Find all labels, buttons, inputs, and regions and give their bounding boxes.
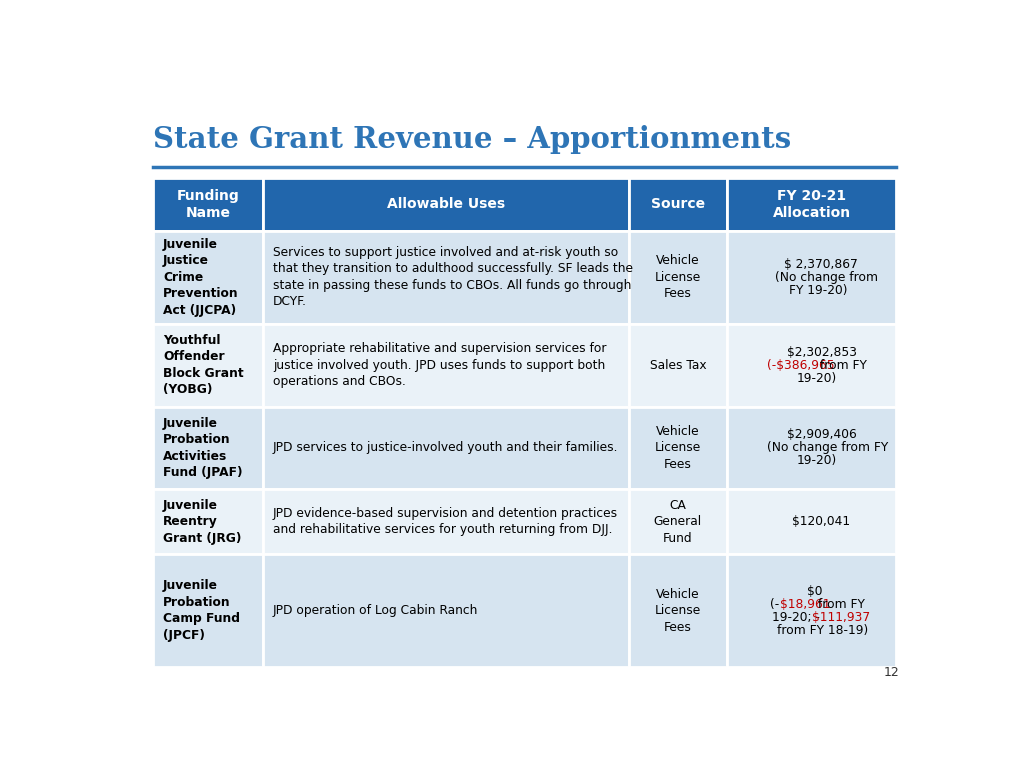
Bar <box>727 489 896 554</box>
Bar <box>629 489 727 554</box>
Bar <box>263 554 629 667</box>
Bar <box>154 554 263 667</box>
Text: from FY: from FY <box>816 359 867 372</box>
Text: $0: $0 <box>807 584 822 598</box>
Text: 12: 12 <box>884 666 899 679</box>
Text: Juvenile
Reentry
Grant (JRG): Juvenile Reentry Grant (JRG) <box>163 498 242 545</box>
Text: Youthful
Offender
Block Grant
(YOBG): Youthful Offender Block Grant (YOBG) <box>163 334 244 396</box>
Text: FY 19-20): FY 19-20) <box>790 283 848 296</box>
Bar <box>727 323 896 407</box>
Text: Appropriate rehabilitative and supervision services for
justice involved youth. : Appropriate rehabilitative and supervisi… <box>272 343 606 388</box>
Text: (-$386,965: (-$386,965 <box>767 359 835 372</box>
Text: JPD evidence-based supervision and detention practices
and rehabilitative servic: JPD evidence-based supervision and deten… <box>272 507 617 537</box>
Text: Vehicle
License
Fees: Vehicle License Fees <box>654 425 701 471</box>
Bar <box>629 554 727 667</box>
Bar <box>263 323 629 407</box>
Text: JPD operation of Log Cabin Ranch: JPD operation of Log Cabin Ranch <box>272 604 478 617</box>
Text: Juvenile
Justice
Crime
Prevention
Act (JJCPA): Juvenile Justice Crime Prevention Act (J… <box>163 237 239 316</box>
Bar <box>629 407 727 489</box>
Text: Allowable Uses: Allowable Uses <box>387 197 505 211</box>
Bar <box>263 230 629 323</box>
Text: $111,937: $111,937 <box>812 611 869 624</box>
Bar <box>727 178 896 230</box>
Bar <box>727 554 896 667</box>
Text: Vehicle
License
Fees: Vehicle License Fees <box>654 588 701 634</box>
Text: Sales Tax: Sales Tax <box>649 359 707 372</box>
Text: $2,302,853: $2,302,853 <box>786 346 857 359</box>
Text: $2,909,406: $2,909,406 <box>786 429 857 442</box>
Text: 19-20; -: 19-20; - <box>772 611 820 624</box>
Text: State Grant Revenue – Apportionments: State Grant Revenue – Apportionments <box>154 124 792 154</box>
Bar <box>727 230 896 323</box>
Bar <box>154 323 263 407</box>
Bar <box>629 178 727 230</box>
Text: 19-20): 19-20) <box>797 455 837 468</box>
Bar <box>727 407 896 489</box>
Text: from FY 18-19): from FY 18-19) <box>777 624 868 637</box>
Text: $120,041: $120,041 <box>792 515 850 528</box>
Text: (No change from: (No change from <box>774 270 878 283</box>
Bar <box>263 407 629 489</box>
Text: $18,961: $18,961 <box>779 598 830 611</box>
Text: CA
General
Fund: CA General Fund <box>653 498 701 545</box>
Text: (No change from FY: (No change from FY <box>767 442 889 455</box>
Text: JPD services to justice-involved youth and their families.: JPD services to justice-involved youth a… <box>272 442 618 455</box>
Text: Juvenile
Probation
Activities
Fund (JPAF): Juvenile Probation Activities Fund (JPAF… <box>163 416 243 479</box>
Text: Vehicle
License
Fees: Vehicle License Fees <box>654 254 701 300</box>
Bar <box>154 489 263 554</box>
Text: FY 20-21
Allocation: FY 20-21 Allocation <box>772 189 851 220</box>
Bar <box>154 407 263 489</box>
Text: (-: (- <box>770 598 779 611</box>
Bar <box>263 489 629 554</box>
Text: Juvenile
Probation
Camp Fund
(JPCF): Juvenile Probation Camp Fund (JPCF) <box>163 580 240 642</box>
Bar <box>629 230 727 323</box>
Text: Funding
Name: Funding Name <box>177 189 240 220</box>
Bar <box>154 178 263 230</box>
Bar <box>154 230 263 323</box>
Text: $ 2,370,867: $ 2,370,867 <box>784 258 858 270</box>
Bar <box>263 178 629 230</box>
Text: from FY: from FY <box>814 598 865 611</box>
Text: Services to support justice involved and at-risk youth so
that they transition t: Services to support justice involved and… <box>272 246 633 309</box>
Text: Source: Source <box>651 197 705 211</box>
Text: 19-20): 19-20) <box>797 372 837 385</box>
Bar <box>629 323 727 407</box>
